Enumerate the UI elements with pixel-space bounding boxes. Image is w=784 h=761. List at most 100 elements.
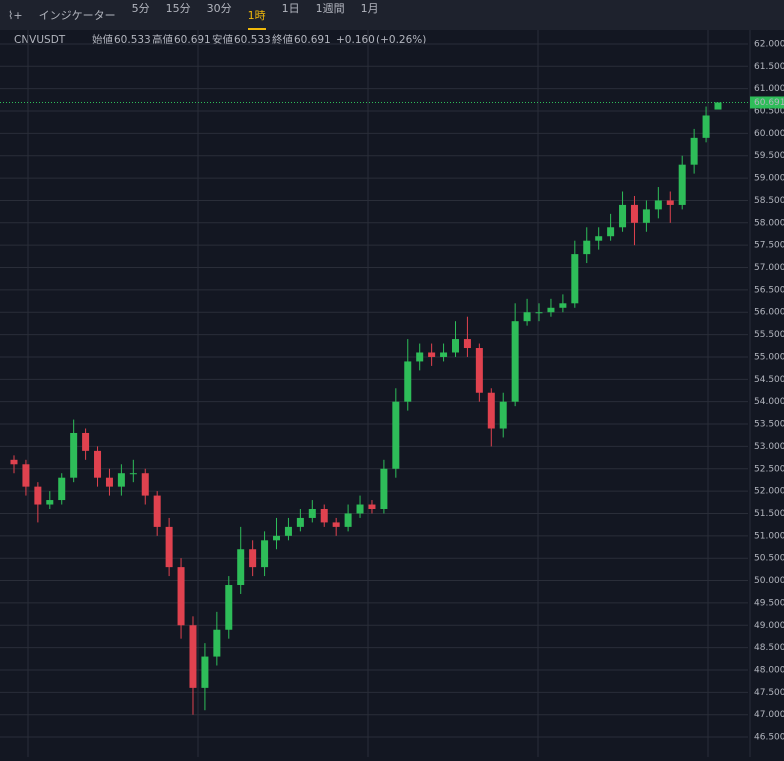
y-tick-label: 58.000	[754, 218, 784, 228]
y-tick-label: 51.000	[754, 531, 784, 541]
candle-body	[559, 303, 567, 308]
low-value: 60.533	[234, 34, 271, 46]
y-tick-label: 46.500	[754, 733, 784, 743]
candle-body	[82, 432, 90, 451]
interval-tab[interactable]: 1週間	[315, 2, 345, 15]
candle-body	[499, 401, 507, 429]
candle-body	[129, 473, 137, 475]
y-tick-label: 52.000	[754, 487, 784, 497]
candle-body	[105, 477, 113, 487]
candle-body	[487, 392, 495, 429]
y-tick-label: 57.500	[754, 241, 784, 251]
chart: CNVUSDT 始値 60.533 高値 60.691 安値 60.533 終値 60.69…	[0, 30, 784, 757]
candle-body	[654, 200, 662, 210]
candle-body	[547, 307, 555, 313]
candle-body	[356, 504, 364, 514]
candle-body	[475, 348, 483, 393]
candle-body	[153, 495, 161, 527]
candle-body	[523, 312, 531, 322]
y-tick-label: 60.000	[754, 129, 784, 139]
candle-body	[368, 504, 376, 509]
y-tick-label: 61.500	[754, 62, 784, 72]
high-label: 高値	[152, 33, 173, 46]
candle-body	[22, 464, 30, 487]
y-tick-label: 60.500	[754, 107, 784, 117]
candle-body	[94, 450, 102, 478]
candle-body	[189, 625, 197, 688]
candle-body	[165, 526, 173, 568]
indicator-button[interactable]: インジケーター	[38, 9, 116, 22]
candle-body	[308, 509, 316, 518]
candle-body	[392, 401, 400, 469]
last-price-tag	[750, 96, 784, 109]
y-tick-label: 59.500	[754, 151, 784, 161]
candle-body	[666, 200, 674, 205]
chart-bg	[0, 30, 784, 757]
y-tick-label: 49.500	[754, 598, 784, 608]
candle-body	[440, 352, 448, 357]
candle-body	[10, 459, 18, 465]
y-tick-label: 57.000	[754, 263, 784, 273]
toolbar: ⌇+ インジケーター 5分 15分 30分 1時 1日 1週間 1月	[0, 0, 784, 30]
candle-body	[404, 361, 412, 402]
candle-body	[714, 102, 722, 110]
candle-body	[284, 526, 292, 536]
y-tick-label: 47.000	[754, 710, 784, 720]
interval-tab[interactable]: 30分	[206, 2, 232, 15]
last-price-label: 60.691	[754, 98, 784, 108]
symbol[interactable]: CNVUSDT	[14, 34, 66, 46]
low-label: 安値	[212, 33, 233, 46]
y-tick-label: 53.500	[754, 420, 784, 430]
candle-body	[702, 115, 710, 138]
candle-body	[416, 352, 424, 362]
change: +0.160	[336, 34, 375, 46]
candle-body	[201, 656, 209, 688]
y-tick-label: 56.500	[754, 285, 784, 295]
candle-body	[463, 339, 471, 349]
y-tick-label: 50.000	[754, 576, 784, 586]
interval-tab[interactable]: 5分	[131, 2, 150, 15]
open-value: 60.533	[114, 34, 151, 46]
candle-body	[642, 209, 650, 223]
draw-icon[interactable]: ⌇+	[8, 8, 23, 22]
open-label: 始値	[92, 33, 113, 46]
y-tick-label: 62.000	[754, 39, 784, 49]
high-value: 60.691	[174, 34, 211, 46]
y-tick-label: 54.000	[754, 397, 784, 407]
candle-body	[344, 513, 352, 527]
candle-body	[117, 473, 125, 487]
candle-body	[237, 549, 245, 586]
candle-body	[451, 339, 459, 353]
close-value: 60.691	[294, 34, 331, 46]
candle-body	[320, 509, 328, 523]
close-label: 終値	[272, 33, 293, 46]
interval-tab[interactable]: 15分	[165, 2, 191, 15]
y-tick-label: 51.500	[754, 509, 784, 519]
candle-body	[595, 236, 603, 241]
interval-tab[interactable]: 1日	[281, 2, 300, 15]
candle-body	[690, 137, 698, 165]
interval-tab[interactable]: 1時	[247, 7, 266, 30]
interval-tab[interactable]: 1月	[360, 2, 379, 15]
y-tick-label: 58.500	[754, 196, 784, 206]
y-tick-label: 49.000	[754, 621, 784, 631]
candle-body	[213, 629, 221, 657]
y-tick-label: 47.500	[754, 688, 784, 698]
y-tick-label: 54.500	[754, 375, 784, 385]
candle-body	[511, 321, 519, 402]
candle-body	[428, 352, 436, 357]
y-tick-label: 55.500	[754, 330, 784, 340]
y-tick-label: 55.000	[754, 352, 784, 362]
candle-body	[273, 535, 281, 541]
candle-body	[630, 204, 638, 223]
y-tick-label: 50.500	[754, 554, 784, 564]
candle-body	[34, 486, 42, 505]
y-tick-label: 56.000	[754, 308, 784, 318]
candle-body	[261, 540, 269, 568]
candle-body	[177, 567, 185, 626]
candle-body	[296, 517, 304, 527]
intervals: 5分 15分 30分 1時 1日 1週間 1月	[124, 0, 387, 30]
candle-body	[535, 312, 543, 314]
change-pct: (+0.26%)	[376, 34, 426, 46]
